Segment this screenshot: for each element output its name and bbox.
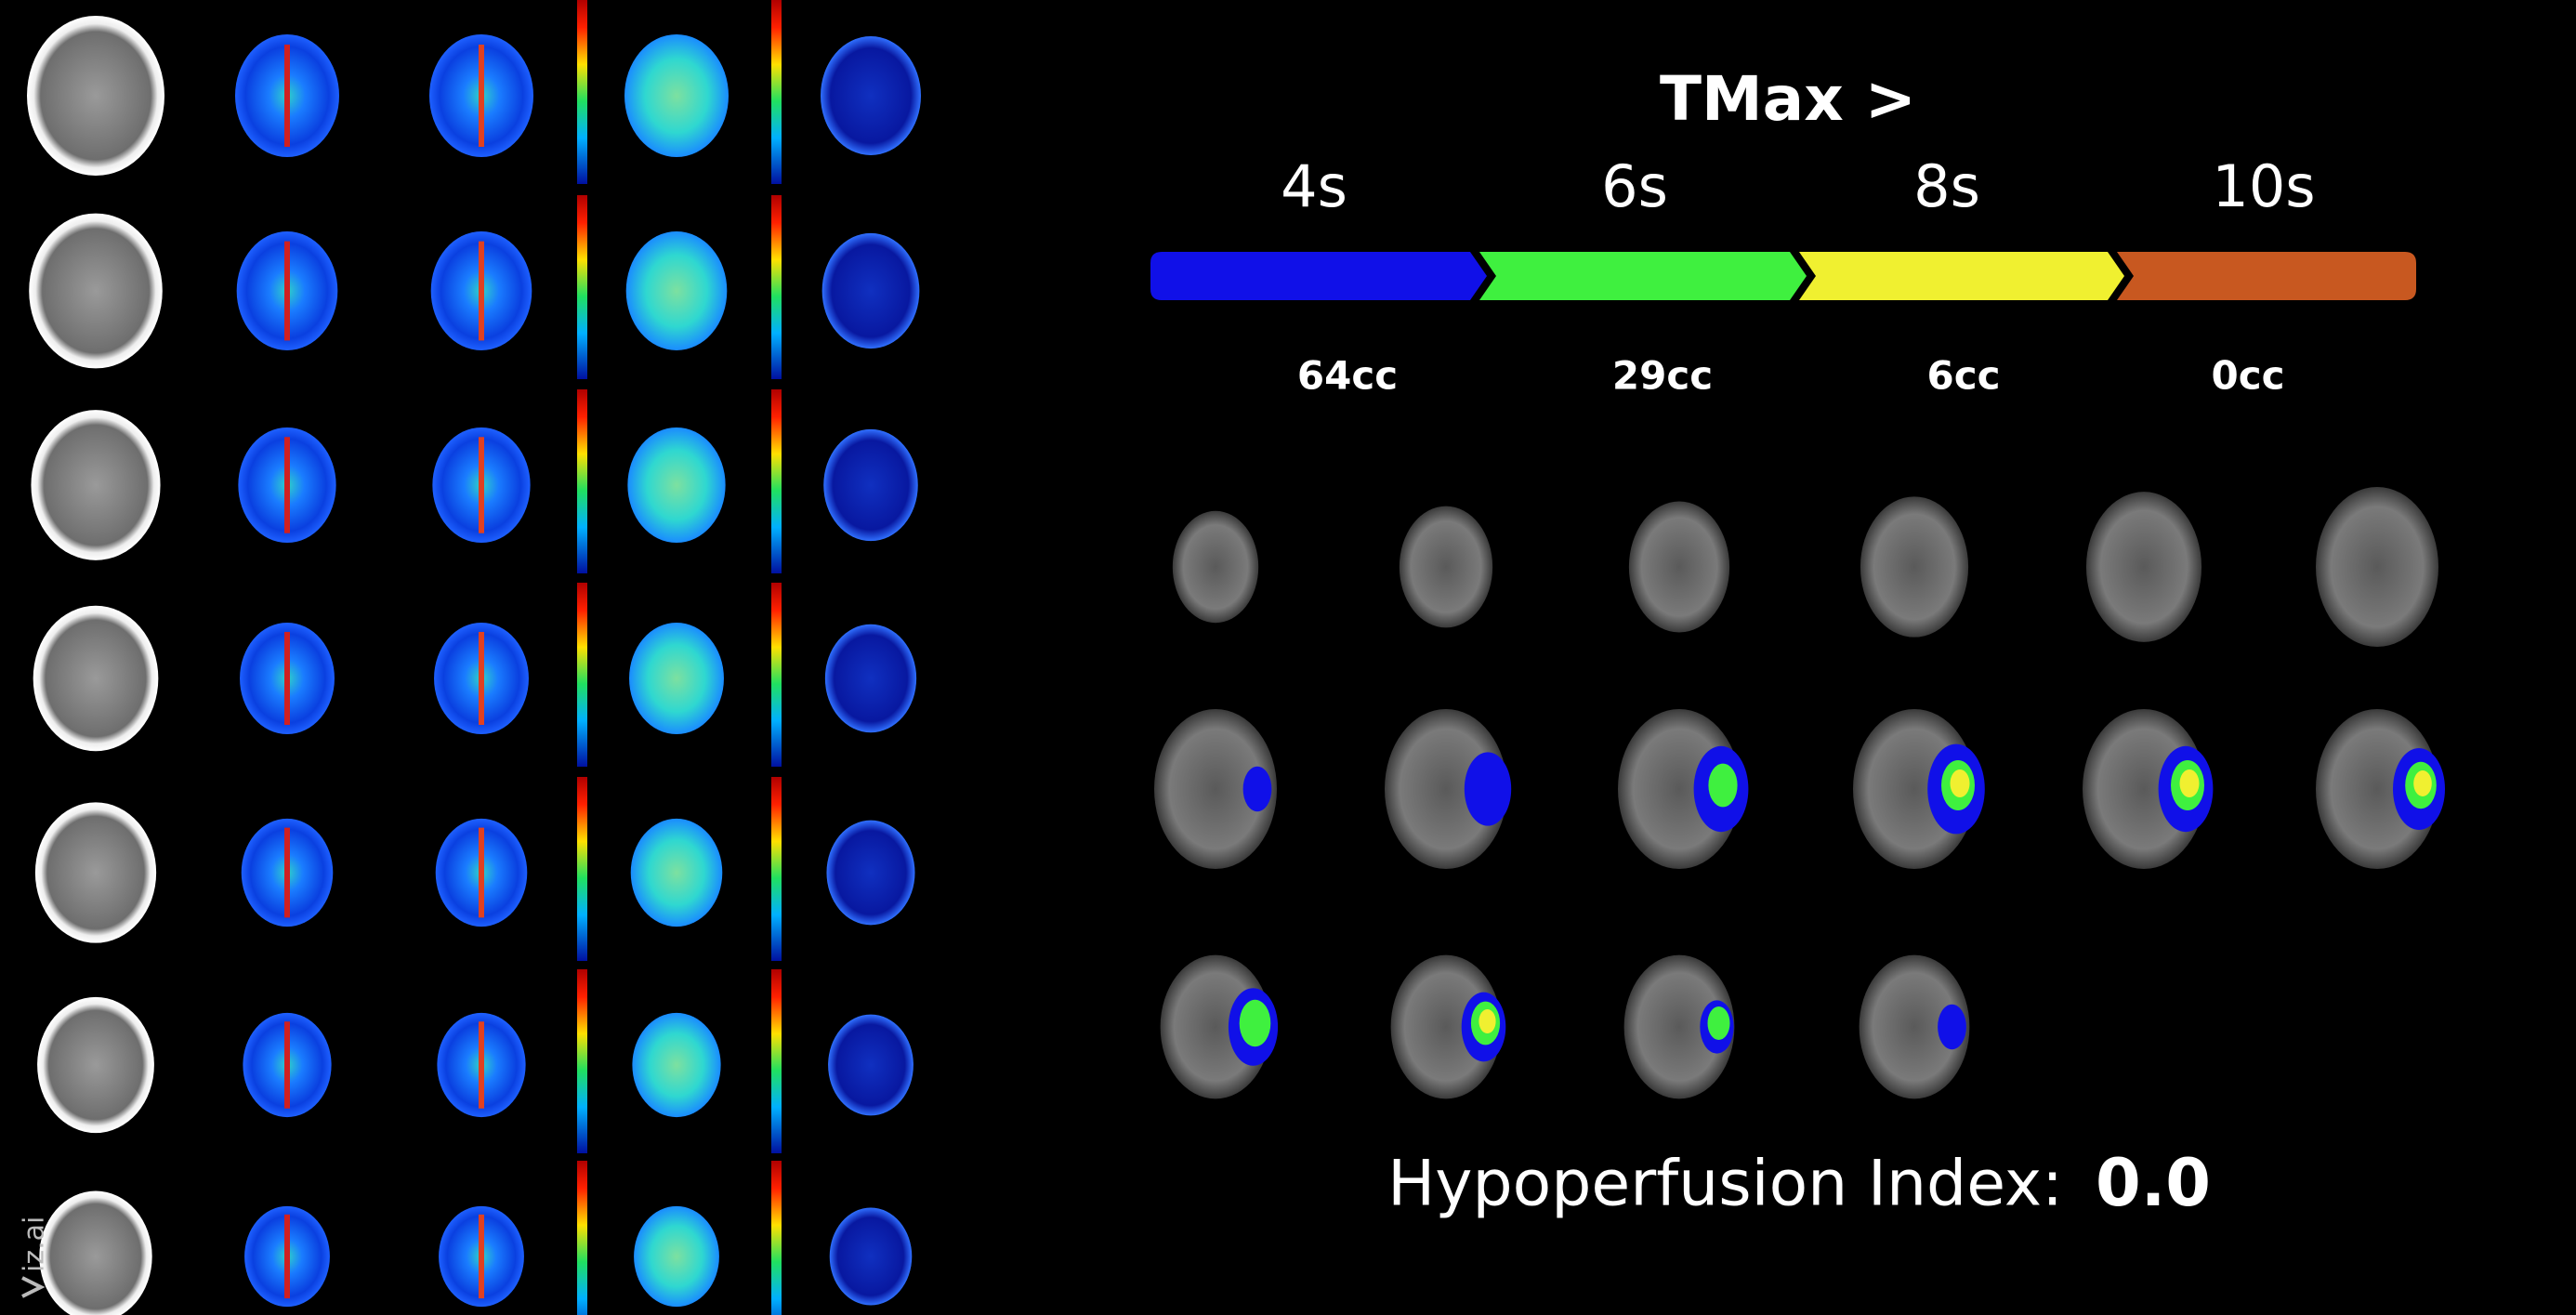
colorbar: [771, 0, 782, 184]
tmax-map: [824, 624, 917, 733]
segment-10s: [2117, 252, 2416, 300]
slice: [1860, 496, 1969, 638]
slice: [2316, 487, 2438, 647]
slice: [2316, 709, 2438, 869]
slice: [1859, 954, 1970, 1099]
mtt-map: [624, 34, 729, 157]
colorbar: [577, 389, 587, 573]
index-value: 0.0: [2096, 1145, 2211, 1221]
tmax-map: [829, 1207, 913, 1306]
colorbar: [577, 1161, 587, 1315]
tmax-slices: [1154, 487, 2445, 1099]
slice: [2083, 709, 2205, 869]
mtt-map: [629, 622, 724, 735]
mtt-map: [630, 818, 723, 927]
lesion-yellow: [1479, 1009, 1496, 1033]
ct-slice: [31, 410, 161, 560]
tmax-map: [826, 820, 915, 926]
threshold-label: 4s: [1281, 152, 1347, 220]
index-label: Hypoperfusion Index:: [1387, 1148, 2063, 1221]
mtt-map: [632, 1012, 721, 1118]
watermark-text: iz.ai: [19, 1216, 51, 1272]
ct-slice: [33, 605, 159, 752]
lesion-green: [1707, 1006, 1730, 1040]
colorbar: [771, 777, 782, 961]
threshold-label: 6s: [1601, 152, 1668, 220]
lesion-yellow: [1950, 769, 1970, 797]
segment-8s: [1799, 252, 2124, 300]
tmax-map: [823, 428, 918, 542]
tmax-map: [821, 36, 921, 155]
mtt-map: [634, 1205, 719, 1308]
slice: [1154, 709, 1277, 869]
slice: [1390, 954, 1502, 1099]
volume: 29cc: [1612, 353, 1713, 399]
lesion-blue: [1464, 752, 1512, 826]
threshold-label: 8s: [1913, 152, 1980, 220]
colorbar: [771, 969, 782, 1153]
lesion-blue: [1242, 766, 1272, 812]
volume: 64cc: [1297, 353, 1398, 399]
colorbar: [577, 969, 587, 1153]
volume: 6cc: [1926, 353, 2000, 399]
colorbar: [771, 1161, 782, 1315]
ct-slice: [27, 16, 164, 176]
tmax-bar: [1150, 252, 2416, 300]
slice: [2085, 492, 2202, 642]
tmax-map: [821, 232, 920, 349]
slice: [1628, 501, 1730, 633]
tmax-map: [828, 1014, 913, 1116]
slice: [1172, 510, 1259, 624]
logo: [21, 1276, 46, 1298]
mtt-map: [627, 427, 726, 544]
lesion-yellow: [2413, 770, 2432, 796]
slice: [1385, 709, 1507, 869]
colorbar: [577, 777, 587, 961]
segment-4s: [1150, 252, 1487, 300]
lesion-green: [1708, 763, 1738, 808]
ct-slice: [29, 213, 163, 369]
lesion-blue: [1938, 1004, 1966, 1050]
colorbar: [771, 195, 782, 379]
slice: [1399, 506, 1493, 628]
slice: [1623, 954, 1735, 1099]
ct-slice: [37, 996, 154, 1134]
volume: 0cc: [2211, 353, 2284, 399]
ct-slice: [34, 802, 157, 943]
slice: [1618, 709, 1741, 869]
ct-slice: [39, 1190, 152, 1315]
lesion-green: [1239, 999, 1271, 1047]
segment-6s: [1479, 252, 1807, 300]
slice: [1160, 954, 1271, 1099]
threshold-label: 10s: [2212, 152, 2315, 220]
colorbar: [577, 583, 587, 767]
perfusion-maps: [27, 0, 921, 1315]
title: TMax >: [1660, 63, 1916, 135]
watermark: iz.ai: [19, 1216, 51, 1298]
mtt-map: [625, 230, 728, 351]
colorbar: [577, 0, 587, 184]
colorbar: [771, 389, 782, 573]
colorbar: [577, 195, 587, 379]
colorbar: [771, 583, 782, 767]
lesion-yellow: [2179, 769, 2200, 797]
